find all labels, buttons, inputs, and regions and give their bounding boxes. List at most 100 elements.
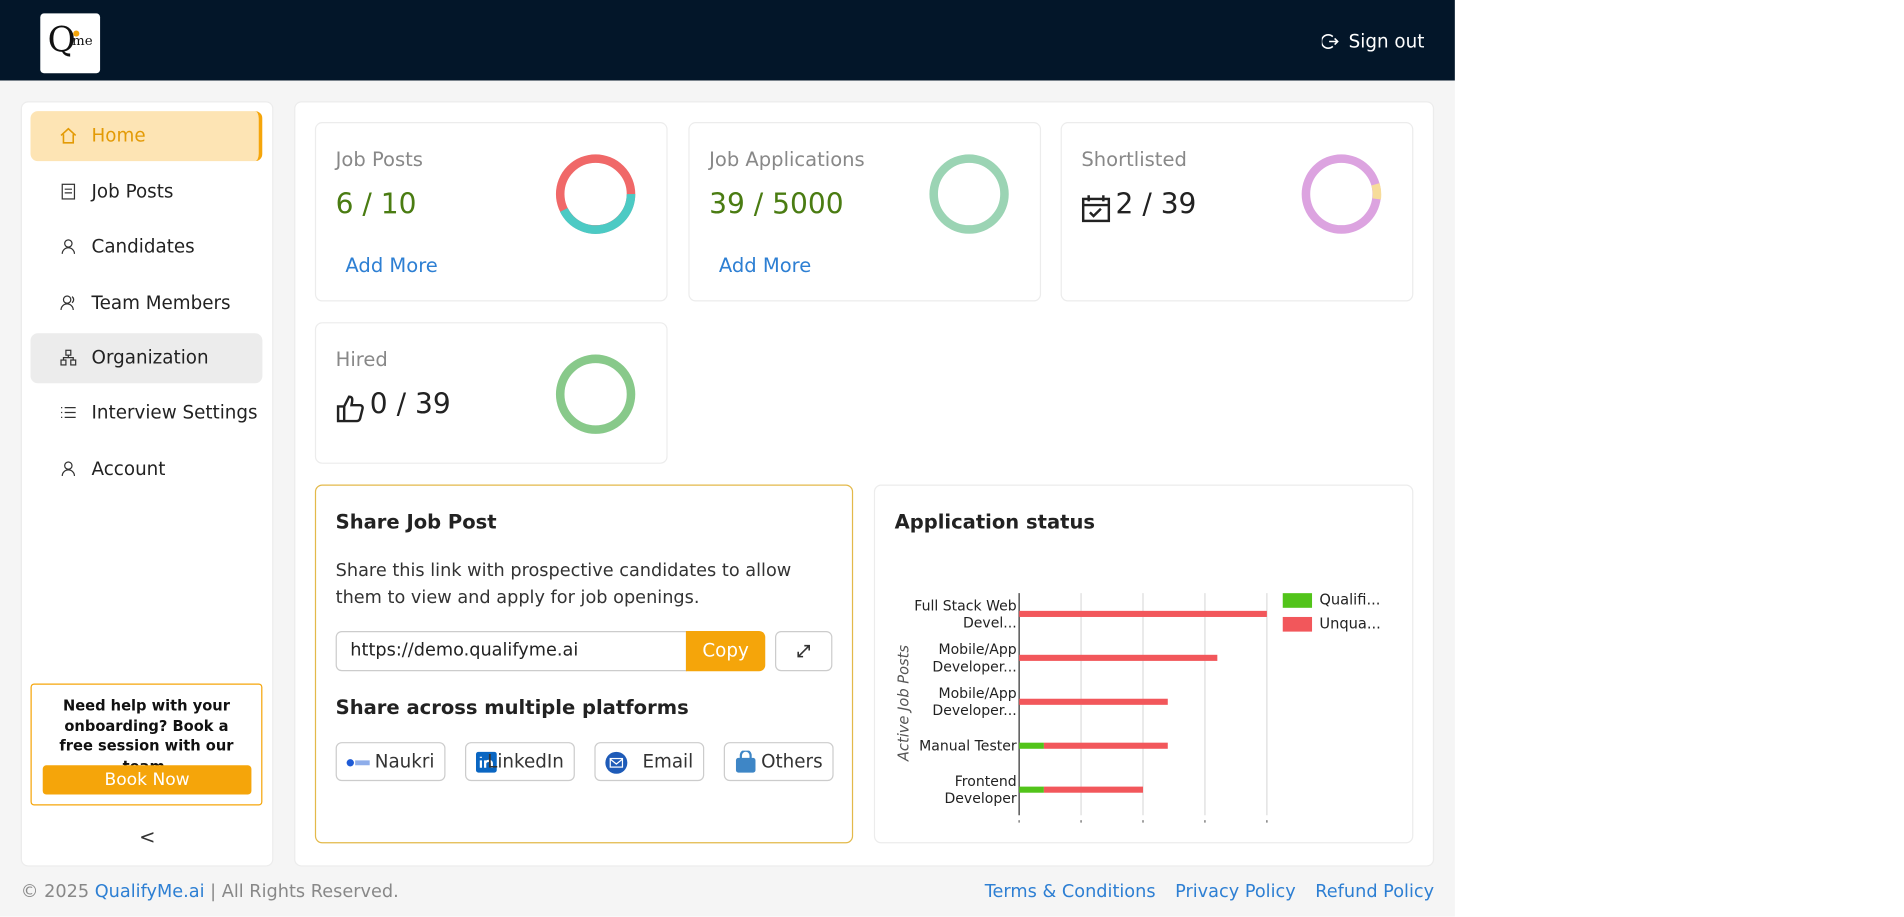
legend-label: Qualifi... (1319, 591, 1380, 608)
platform-button[interactable]: Naukri (335, 742, 446, 782)
platform-label: Naukri (374, 750, 435, 773)
bar-segment (1043, 786, 1143, 793)
nav-icon (60, 127, 77, 144)
nav-label: Candidates (91, 235, 195, 258)
stat-title: Hired (335, 347, 388, 372)
y-axis-title: Active Job Posts (895, 645, 912, 762)
stat-card: Shortlisted 2 / 39 (1060, 122, 1414, 302)
stat-card: Job Posts 6 / 10 Add More (314, 122, 668, 302)
legend-swatch (1282, 593, 1313, 608)
logo-letter: Q (47, 19, 76, 60)
logo[interactable]: Q me (40, 13, 101, 74)
nav-label: Home (91, 124, 146, 147)
bar-segment (1019, 610, 1267, 617)
donut (555, 354, 636, 434)
platform-label: Others (761, 750, 823, 773)
brand-link[interactable]: QualifyMe.ai (94, 882, 205, 902)
others-icon (735, 750, 756, 773)
footer-links: Terms & Conditions Privacy Policy Refund P… (985, 882, 1434, 902)
stat-card: Hired 0 / 39 (314, 322, 668, 464)
nav-label: Organization (91, 346, 209, 369)
nav-icon (61, 461, 76, 477)
donut (929, 154, 1009, 234)
add-more-link[interactable]: Add More (345, 253, 438, 278)
nav-icon (61, 407, 76, 419)
stat-value: 39 / 5000 (709, 189, 844, 221)
nav-label: Job Posts (91, 180, 174, 203)
category-label: Frontend Developer (944, 772, 1017, 807)
logo-suffix: me (72, 32, 93, 49)
donut (555, 154, 636, 234)
copyright-year: © 2025 (20, 882, 90, 902)
add-more-link[interactable]: Add More (718, 253, 812, 278)
platform-label: LinkedIn (487, 750, 564, 773)
book-now-button[interactable]: Book Now (42, 765, 252, 795)
help-box: Need help with your onboarding? Book a f… (30, 683, 263, 806)
nav-item[interactable]: Team Members (31, 278, 263, 328)
expand-button[interactable] (775, 630, 833, 672)
nav-label: Interview Settings (91, 401, 258, 424)
bar-segment (1019, 654, 1218, 661)
footer-link[interactable]: Refund Policy (1315, 882, 1435, 902)
naukri-icon (346, 759, 370, 767)
footer-link[interactable]: Terms & Conditions (984, 882, 1156, 902)
nav-icon (61, 183, 76, 200)
platforms-title: Share across multiple platforms (335, 695, 689, 719)
platform-button[interactable]: LinkedIn (465, 742, 575, 782)
bar-segment (1019, 742, 1044, 749)
chart-title: Application status (894, 510, 1095, 534)
nav-item[interactable]: Account (31, 444, 263, 494)
bar-segment (1019, 698, 1168, 705)
stat-value: 0 / 39 (369, 389, 451, 422)
calendar-icon (1081, 195, 1111, 223)
sign-out-icon (1321, 34, 1339, 49)
bar-segment (1019, 786, 1044, 793)
stat-title: Shortlisted (1081, 147, 1187, 171)
share-text: Share this link with prospective candida… (335, 561, 792, 608)
logo-dot (73, 30, 80, 37)
platform-label: Email (642, 750, 694, 773)
category-label: Manual Tester (919, 737, 1017, 755)
legend-swatch (1282, 616, 1313, 632)
stat-value: 2 / 39 (1115, 189, 1197, 221)
platform-button[interactable]: Others (723, 742, 834, 782)
email-icon (605, 751, 628, 774)
sign-out-label: Sign out (1348, 30, 1425, 53)
nav-item[interactable]: Interview Settings (31, 388, 263, 438)
bar-segment (1043, 742, 1168, 749)
chart-card: Application status (873, 484, 1414, 844)
nav-item[interactable]: Home (30, 111, 263, 162)
share-title: Share Job Post (335, 510, 497, 534)
thumbs-up-icon (336, 395, 364, 423)
stat-title: Job Applications (709, 147, 865, 171)
share-card: Share Job Post Share this link with pros… (314, 484, 854, 844)
category-label: Full Stack Web Devel... (914, 596, 1017, 631)
platform-button[interactable]: Email (594, 742, 705, 782)
nav-item[interactable]: Job Posts (31, 167, 263, 217)
stat-title: Job Posts (335, 147, 423, 171)
stat-card: Job Applications 39 / 5000 Add More (688, 122, 1042, 302)
nav-item[interactable]: Candidates (31, 222, 263, 272)
category-label: Mobile/App Developer... (932, 640, 1017, 675)
donut (1301, 154, 1382, 234)
nav-icon (61, 239, 76, 254)
copyright: © 2025 QualifyMe.ai | All Rights Reserve… (21, 882, 399, 902)
nav-label: Team Members (91, 291, 231, 314)
collapse-button[interactable]: < (139, 825, 156, 849)
footer-link[interactable]: Privacy Policy (1175, 882, 1296, 902)
nav-icon (60, 349, 77, 366)
linkedin-icon (475, 751, 497, 773)
rights: | All Rights Reserved. (210, 882, 399, 902)
expand-icon (797, 644, 810, 658)
top-bar (0, 0, 1455, 81)
nav-icon (60, 295, 75, 311)
nav-item[interactable]: Organization (30, 333, 263, 384)
nav-label: Account (91, 457, 166, 480)
category-label: Mobile/App Developer... (932, 684, 1017, 719)
stat-value: 6 / 10 (335, 189, 417, 221)
copy-button[interactable]: Copy (685, 630, 766, 672)
legend-label: Unqua... (1319, 615, 1380, 632)
